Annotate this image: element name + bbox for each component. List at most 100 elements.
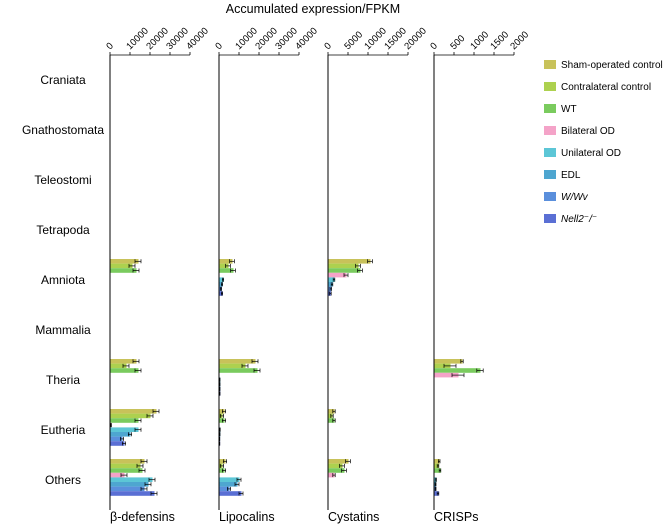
bar-amniota-edl	[219, 282, 223, 287]
bar-others-unilateral-od	[219, 477, 240, 482]
legend: Sham-operated control Contralateral contr…	[544, 60, 663, 225]
category-label-mammalia: Mammalia	[35, 323, 91, 337]
bar-others-bilateral-od	[328, 472, 335, 478]
bar-theria-wt	[434, 368, 481, 373]
legend-swatch	[544, 104, 556, 113]
bar-others-sham-operated-control	[110, 459, 145, 464]
bar-amniota-sham-operated-control	[219, 259, 233, 264]
bar-theria-contralateral-control	[110, 363, 127, 369]
bar-amniota-wt	[110, 268, 137, 273]
bar-theria-contralateral-control	[434, 363, 451, 369]
x-tick-label: 0	[213, 41, 225, 53]
category-label-amniota: Amniota	[41, 273, 85, 287]
chart-title: Accumulated expression/FPKM	[226, 2, 400, 16]
bar-eutheria-sham-operated-control	[328, 409, 335, 414]
x-tick-label: 0	[104, 41, 116, 53]
bar-others-edl	[110, 482, 149, 487]
legend-item-w-wv: W/Wv	[544, 192, 589, 203]
bar-theria-bilateral-od	[434, 372, 459, 378]
bar-amniota-unilateral-od	[328, 277, 335, 282]
bar-eutheria-unilateral-od	[110, 427, 139, 432]
bar-theria-wt	[110, 368, 139, 373]
legend-item-unilateral-od: Unilateral OD	[544, 148, 621, 159]
bar-amniota-contralateral-control	[110, 263, 133, 269]
bar-amniota-bilateral-od	[328, 272, 347, 278]
bar-amniota-nell2	[219, 291, 223, 296]
x-tick-label: 0	[322, 41, 334, 53]
x-axis-label: Cystatins	[328, 510, 379, 524]
bar-theria-sham-operated-control	[219, 359, 256, 364]
bar-others-contralateral-control	[434, 463, 439, 469]
bar-amniota-unilateral-od	[219, 277, 224, 282]
legend-label: Bilateral OD	[561, 126, 615, 137]
bar-others-sham-operated-control	[219, 459, 226, 464]
bar-amniota-sham-operated-control	[110, 259, 139, 264]
legend-item-contralateral-control: Contralateral control	[544, 82, 651, 93]
legend-item-bilateral-od: Bilateral OD	[544, 126, 615, 137]
x-axis-label: CRISPs	[434, 510, 478, 524]
legend-label: WT	[561, 104, 577, 115]
legend-label: EDL	[561, 170, 581, 181]
category-label-gnathostomata: Gnathostomata	[22, 123, 104, 137]
x-axis-label: Lipocalins	[219, 510, 275, 524]
bar-others-w-wv	[219, 486, 230, 492]
bar-others-wt	[434, 468, 441, 473]
bar-eutheria-w-wv	[110, 436, 123, 442]
bar-others-nell2	[110, 491, 155, 496]
x-tick-label: 1500	[488, 29, 511, 52]
bar-others-unilateral-od	[110, 477, 153, 482]
x-tick-label: 5000	[342, 29, 365, 52]
bar-eutheria-wt	[110, 418, 139, 423]
bar-amniota-contralateral-control	[328, 263, 359, 269]
category-label-tetrapoda: Tetrapoda	[36, 223, 90, 237]
legend-label: Nell2⁻/⁻	[561, 214, 597, 225]
bar-others-bilateral-od	[110, 472, 125, 478]
bar-others-nell2	[434, 491, 439, 496]
x-tick-label: 0	[428, 41, 440, 53]
bar-others-wt	[110, 468, 143, 473]
bar-amniota-wt	[219, 268, 234, 273]
bar-theria-contralateral-control	[219, 363, 246, 369]
legend-label: Sham-operated control	[561, 60, 663, 71]
bar-eutheria-edl	[110, 432, 131, 437]
bar-amniota-wt	[328, 268, 361, 273]
legend-item-sham-operated-control: Sham-operated control	[544, 60, 663, 71]
legend-swatch	[544, 82, 556, 91]
bar-others-sham-operated-control	[434, 459, 440, 464]
bar-eutheria-contralateral-control	[110, 413, 151, 419]
bar-others-wt	[328, 468, 345, 473]
bar-amniota-sham-operated-control	[328, 259, 371, 264]
bar-eutheria-wt	[219, 418, 225, 423]
x-tick-label: 40000	[293, 26, 319, 52]
legend-label: W/Wv	[561, 192, 589, 203]
legend-item-edl: EDL	[544, 170, 581, 181]
bar-others-nell2	[219, 491, 242, 496]
legend-swatch	[544, 170, 556, 179]
legend-swatch	[544, 214, 556, 223]
x-tick-label: 20000	[402, 26, 428, 52]
legend-item-wt: WT	[544, 104, 577, 115]
bar-others-w-wv	[110, 486, 145, 492]
legend-swatch	[544, 60, 556, 69]
bar-eutheria-wt	[328, 418, 335, 423]
category-label-eutheria: Eutheria	[41, 423, 86, 437]
legend-label: Unilateral OD	[561, 148, 621, 159]
legend-swatch	[544, 126, 556, 135]
bar-amniota-contralateral-control	[219, 263, 229, 269]
x-tick-label: 500	[448, 33, 467, 52]
bar-others-wt	[219, 468, 225, 473]
category-label-theria: Theria	[46, 373, 80, 387]
x-axis-label: β-defensins	[110, 510, 175, 524]
bar-others-contralateral-control	[328, 463, 343, 469]
category-label-others: Others	[45, 473, 81, 487]
legend-item-nell2: Nell2⁻/⁻	[544, 214, 597, 225]
legend-swatch	[544, 148, 556, 157]
bar-eutheria-sham-operated-control	[219, 409, 225, 414]
legend-swatch	[544, 192, 556, 201]
bar-others-sham-operated-control	[328, 459, 349, 464]
bar-amniota-edl	[328, 282, 333, 287]
